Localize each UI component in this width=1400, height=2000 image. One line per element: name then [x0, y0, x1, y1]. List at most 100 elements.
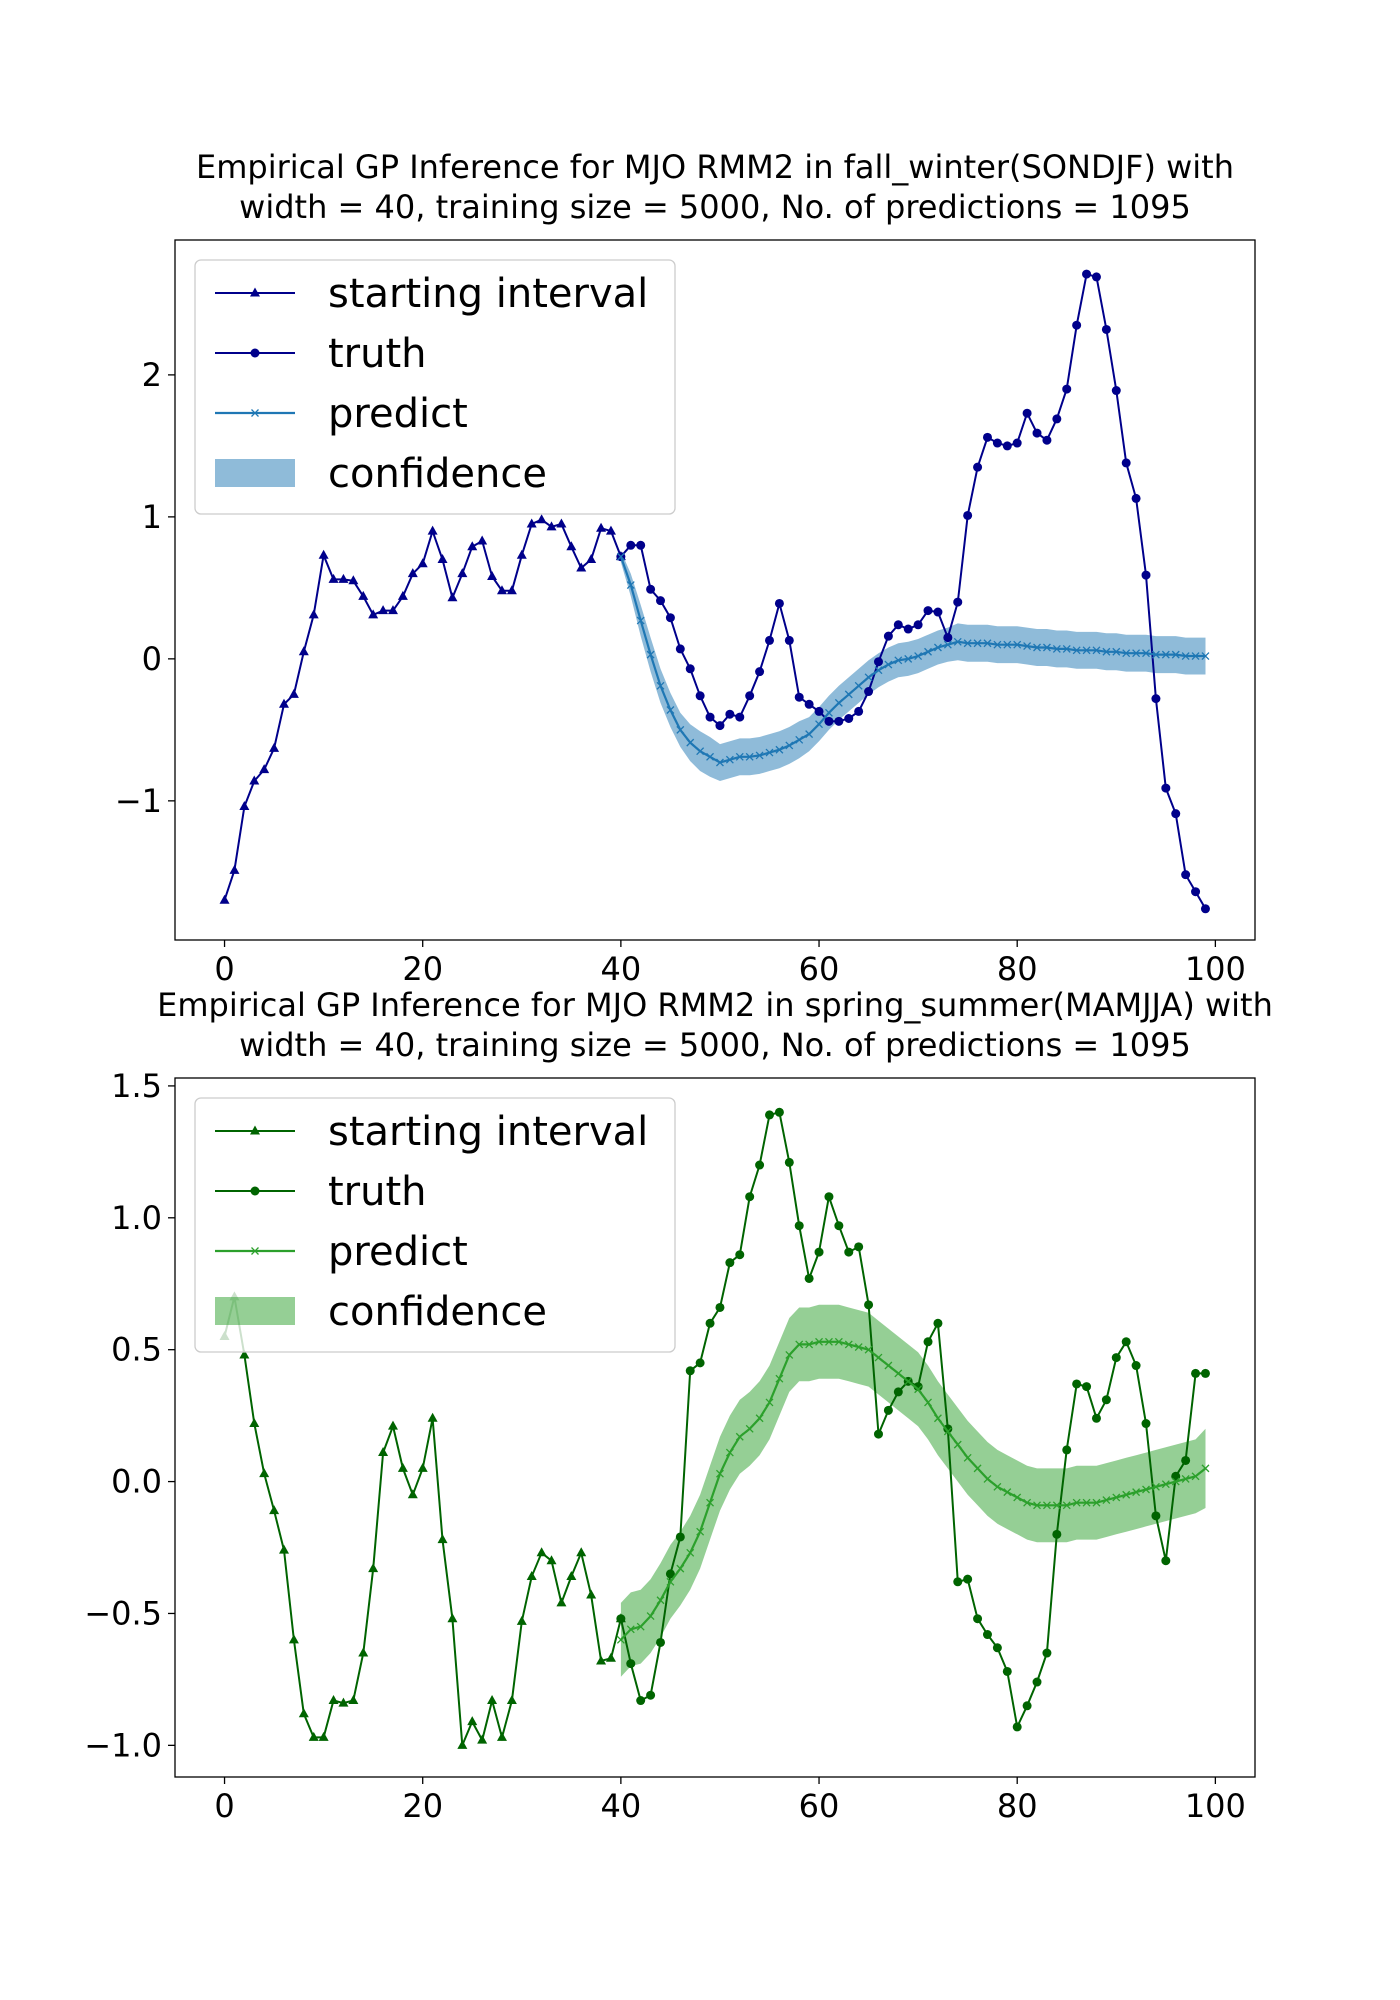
data-point-triangle [457, 1739, 468, 1749]
data-point-triangle [487, 1695, 498, 1705]
data-point-x [1102, 1496, 1111, 1504]
data-point-x [1161, 650, 1170, 659]
data-point-x [894, 1369, 903, 1378]
data-point-triangle [536, 514, 547, 524]
data-point-circle [695, 691, 705, 701]
data-point-x [676, 725, 685, 734]
data-point-circle [1082, 1382, 1092, 1392]
data-point-triangle [576, 1547, 587, 1557]
data-point-triangle [496, 1731, 507, 1741]
data-point-x [1072, 1498, 1081, 1507]
data-point-x [1142, 649, 1150, 658]
data-point-circle [903, 624, 913, 634]
y-tick-label: −1 [115, 782, 162, 820]
data-point-circle [1002, 1666, 1012, 1676]
data-point-x [854, 1343, 863, 1352]
data-point-x [715, 758, 724, 767]
data-point-circle [1062, 384, 1072, 394]
data-point-triangle [397, 1462, 408, 1472]
data-point-triangle [348, 575, 359, 585]
data-point-circle [1042, 435, 1052, 445]
data-point-triangle [387, 1420, 398, 1430]
data-point-x [795, 735, 804, 744]
legend-label: starting interval [328, 271, 648, 317]
data-point-circle [834, 1221, 844, 1231]
data-point-circle [1200, 904, 1210, 914]
data-point-x [993, 1482, 1002, 1491]
data-point-triangle [368, 609, 379, 619]
confidence-band [620, 551, 1206, 781]
data-point-triangle [556, 1597, 567, 1607]
data-point-x [735, 1432, 744, 1441]
data-point-circle [982, 1630, 992, 1640]
legend-marker-circle [250, 348, 260, 358]
data-point-x [1092, 1498, 1101, 1507]
data-point-circle [804, 699, 814, 709]
data-point-x [636, 616, 645, 625]
data-point-triangle [526, 1571, 537, 1581]
data-point-x [696, 1527, 705, 1536]
data-point-triangle [586, 553, 597, 563]
data-point-circle [913, 620, 923, 630]
data-point-circle [794, 1221, 804, 1231]
data-point-circle [1191, 887, 1201, 897]
data-point-circle [1022, 1701, 1032, 1711]
y-tick-label: 1.0 [111, 1199, 162, 1237]
data-point-circle [1131, 1361, 1141, 1371]
data-point-x [765, 748, 774, 757]
data-point-circle [715, 1302, 725, 1312]
data-point-x [1082, 1498, 1091, 1507]
data-point-triangle [506, 1695, 517, 1705]
data-point-circle [616, 1614, 626, 1624]
x-tick-label: 100 [1185, 950, 1246, 988]
y-tick-label: 0.0 [111, 1463, 162, 1501]
data-point-circle [1181, 1455, 1191, 1465]
data-point-circle [973, 462, 983, 472]
data-point-circle [824, 716, 834, 726]
data-point-x [696, 747, 705, 756]
legend-marker-circle [250, 1186, 260, 1196]
data-point-circle [725, 709, 735, 719]
legend-label: confidence [328, 451, 547, 497]
data-point-circle [864, 1300, 874, 1310]
data-point-x [735, 752, 744, 761]
data-point-x [706, 752, 715, 761]
data-point-x [884, 1361, 893, 1370]
data-point-circle [665, 613, 675, 623]
x-tick-label: 60 [799, 950, 840, 988]
data-point-circle [1141, 570, 1151, 580]
legend: starting interval truth predict confidence [194, 1097, 676, 1353]
data-point-triangle [229, 864, 240, 874]
data-point-circle [665, 1569, 675, 1579]
data-point-circle [705, 712, 715, 722]
chart-title-line: width = 40, training size = 5000, No. of… [239, 1026, 1191, 1064]
data-point-circle [636, 1696, 646, 1706]
data-point-x [1112, 647, 1121, 656]
data-point-x [805, 1340, 814, 1349]
y-tick-label: 0 [142, 640, 162, 678]
data-point-x [745, 752, 754, 761]
data-point-x [864, 673, 873, 682]
data-point-triangle [506, 585, 517, 595]
data-point-circle [844, 1247, 854, 1257]
data-point-x [1132, 649, 1141, 658]
data-point-circle [873, 657, 883, 667]
data-point-x [1122, 1490, 1131, 1499]
data-point-x [1122, 649, 1131, 658]
data-point-triangle [605, 1652, 616, 1662]
data-point-x [785, 741, 794, 750]
data-point-triangle [467, 1716, 478, 1726]
data-point-circle [953, 1577, 963, 1587]
data-point-circle [685, 1366, 695, 1376]
data-point-circle [1171, 1471, 1181, 1481]
data-point-circle [864, 687, 874, 697]
data-point-triangle [477, 1734, 488, 1744]
data-point-circle [1052, 414, 1062, 424]
data-point-triangle [318, 549, 329, 559]
data-point-circle [1121, 458, 1131, 468]
data-point-circle [764, 1110, 774, 1120]
data-point-circle [834, 716, 844, 726]
data-point-x [943, 1427, 952, 1436]
data-point-x [765, 1398, 774, 1407]
